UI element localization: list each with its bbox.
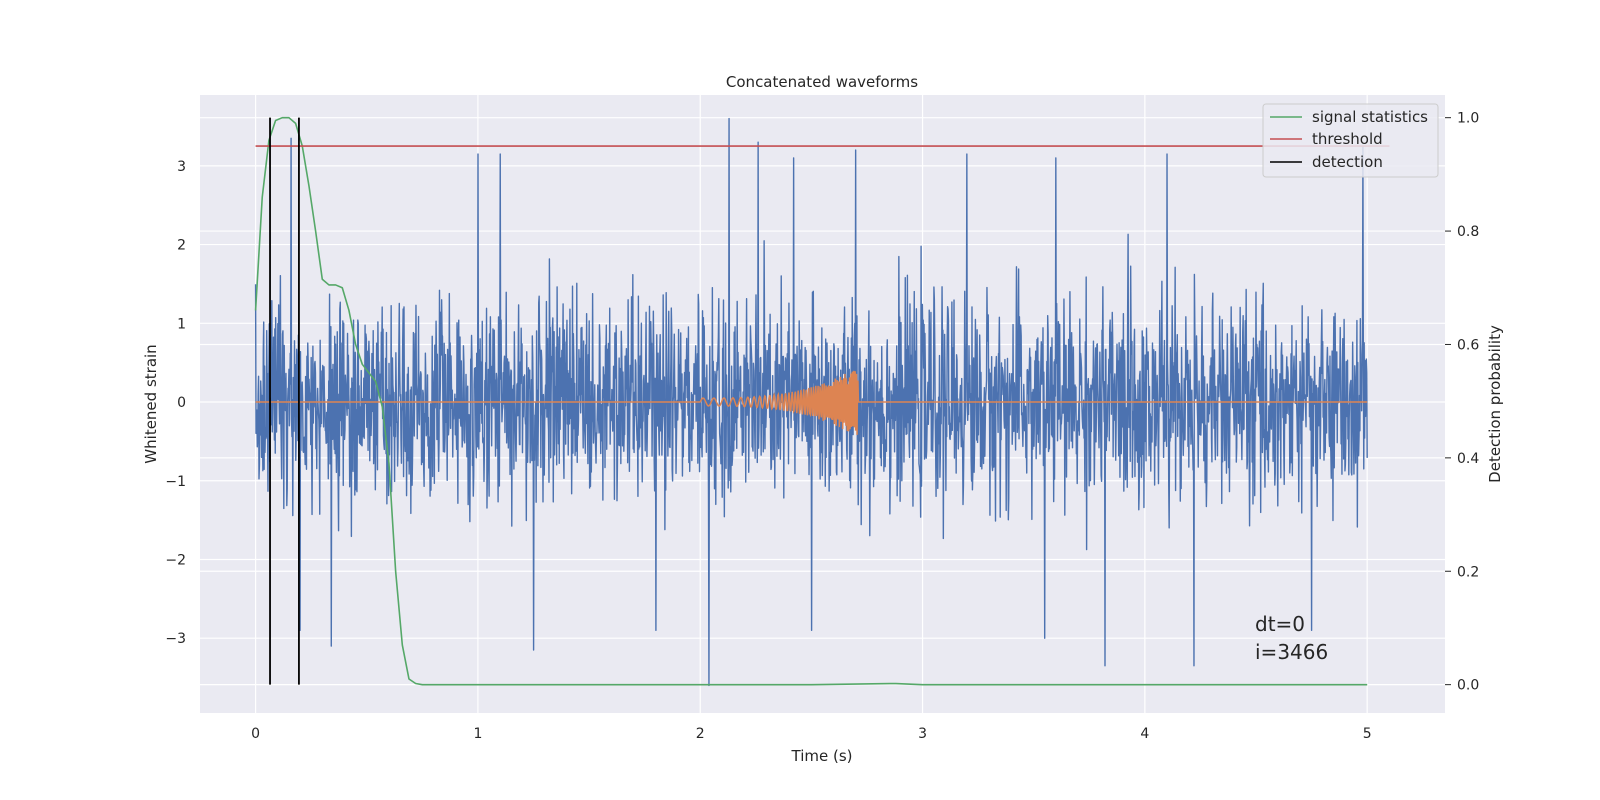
legend: signal statistics threshold detection — [1262, 103, 1439, 178]
x-axis-label: Time (s) — [791, 747, 853, 765]
legend-box — [1262, 103, 1439, 178]
waveform-series — [255, 370, 1368, 435]
y-tick-label-left: −1 — [165, 474, 186, 490]
y-tick-label-left: 1 — [177, 316, 186, 332]
strain-line — [254, 117, 1368, 687]
y-axis-label-left: Whitened strain — [142, 344, 160, 463]
x-tick-label: 5 — [1363, 726, 1372, 742]
x-tick-label: 3 — [918, 726, 927, 742]
x-tick-label: 4 — [1140, 726, 1149, 742]
x-tick-label: 0 — [251, 726, 260, 742]
annotation-dt: dt=0 — [1255, 612, 1305, 636]
y-tick-label-right: 1.0 — [1457, 111, 1479, 127]
y-tick-label-right: 0.0 — [1457, 678, 1479, 694]
y-tick-label-left: 2 — [177, 238, 186, 254]
y-tick-label-right: 0.4 — [1457, 451, 1479, 467]
waveform-line — [255, 370, 1368, 435]
x-tick-label: 2 — [696, 726, 705, 742]
legend-label-detection: detection — [1312, 153, 1383, 171]
y-tick-label-right: 0.6 — [1457, 337, 1479, 353]
x-tick-label: 1 — [473, 726, 482, 742]
detection-series — [254, 116, 1390, 686]
y-axis-label-right: Detection probability — [1486, 325, 1504, 483]
legend-label-signal-statistics: signal statistics — [1312, 108, 1428, 126]
y-tick-label-right: 0.8 — [1457, 224, 1479, 240]
whitened-strain-series — [254, 117, 1368, 687]
y-tick-label-left: 3 — [177, 159, 186, 175]
annotation-i: i=3466 — [1255, 640, 1328, 664]
y-tick-label-left: −3 — [165, 631, 186, 647]
chart-title: Concatenated waveforms — [726, 73, 918, 91]
signal-statistics-line — [254, 116, 1368, 686]
axis-ticks: 0 1 2 3 4 5 −3 −2 −1 0 1 2 3 0.0 0.2 0.4 0.6 0.8 1.0 — [165, 111, 1479, 742]
legend-label-threshold: threshold — [1312, 130, 1383, 148]
y-tick-label-left: −2 — [165, 552, 186, 568]
y-tick-label-right: 0.2 — [1457, 564, 1479, 580]
y-tick-label-left: 0 — [177, 395, 186, 411]
